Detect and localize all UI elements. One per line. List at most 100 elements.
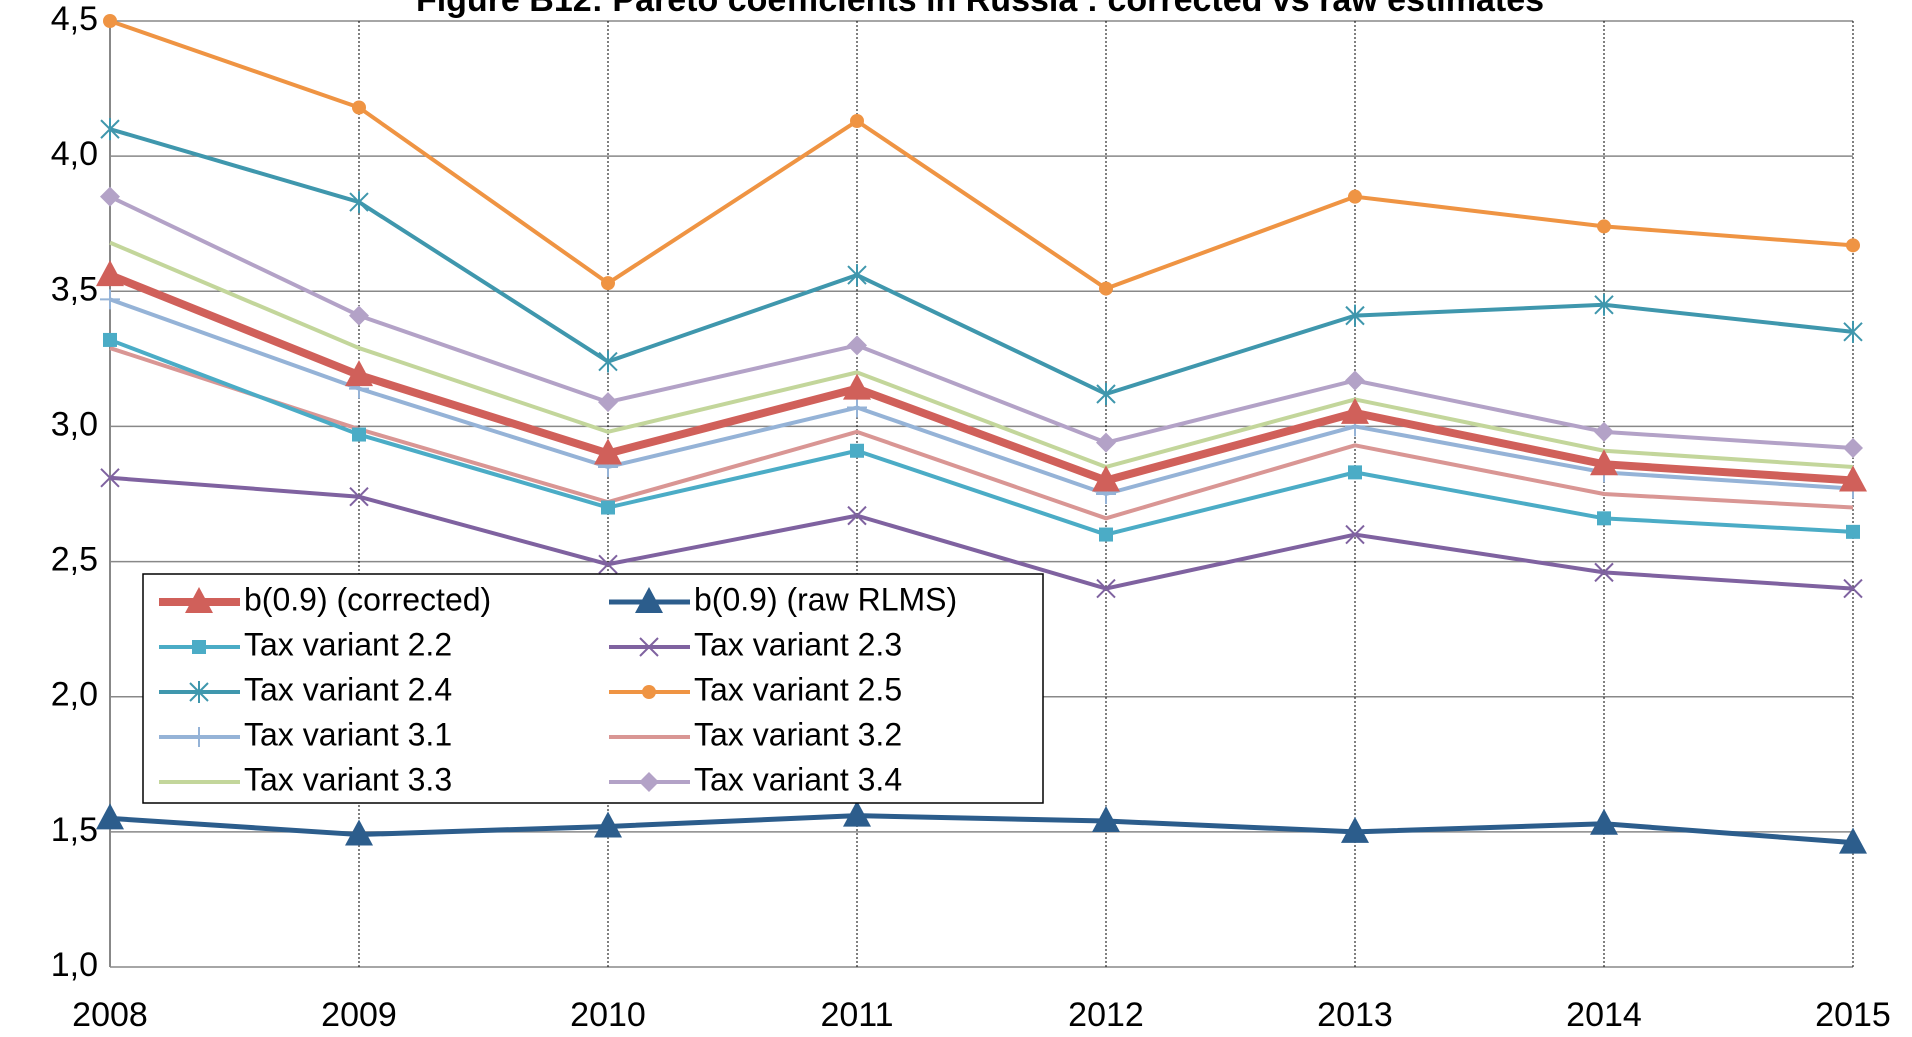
series-line [109, 338, 1854, 537]
marker [1099, 281, 1113, 296]
marker [100, 289, 120, 310]
marker [850, 443, 864, 458]
legend-label: Tax variant 2.4 [244, 671, 452, 707]
chart-title: Figure B12: Pareto coefficients in Russi… [416, 0, 1544, 19]
y-tick-label: 1,5 [51, 811, 98, 849]
x-tick-label: 2014 [1566, 996, 1642, 1034]
marker [1096, 432, 1116, 453]
marker [1345, 524, 1365, 545]
y-tick-label: 2,5 [51, 541, 98, 579]
marker [1594, 293, 1614, 316]
series-line [109, 346, 1854, 521]
marker [1092, 806, 1120, 833]
x-tick-label: 2009 [321, 996, 397, 1034]
marker [1843, 578, 1863, 599]
marker [598, 554, 618, 574]
legend-box [142, 573, 1044, 804]
legend-label: b(0.9) (raw RLMS) [694, 581, 957, 617]
marker [192, 640, 206, 654]
y-tick-label: 4,5 [51, 0, 98, 38]
legend-label: Tax variant 3.3 [244, 761, 452, 797]
marker [349, 305, 369, 326]
marker [189, 681, 209, 703]
marker [1590, 449, 1618, 476]
y-tick-label: 3,0 [51, 405, 98, 443]
marker [349, 486, 369, 507]
marker [103, 14, 117, 28]
marker [598, 350, 618, 373]
marker [843, 800, 871, 827]
marker [349, 191, 369, 214]
series-line [109, 813, 1854, 846]
marker [601, 276, 615, 291]
marker [1594, 562, 1614, 583]
series-line [109, 127, 1854, 396]
marker [601, 500, 615, 515]
x-tick-label: 2008 [72, 996, 148, 1034]
marker [1597, 219, 1611, 234]
marker [639, 637, 659, 657]
series-line [109, 240, 1854, 469]
marker [100, 468, 120, 488]
y-tick-label: 1,0 [51, 946, 98, 984]
series-line [109, 19, 1854, 291]
series-line [109, 475, 1854, 591]
series-line [109, 297, 1854, 496]
y-tick-label: 4,0 [51, 135, 98, 173]
x-tick-label: 2015 [1815, 996, 1891, 1034]
marker [1345, 304, 1365, 327]
marker [847, 335, 867, 356]
marker [847, 397, 867, 418]
x-tick-label: 2011 [820, 996, 893, 1034]
marker [642, 685, 656, 699]
marker [189, 727, 209, 747]
marker [1843, 320, 1863, 343]
legend-label: Tax variant 3.4 [694, 761, 902, 797]
legend-label: Tax variant 3.1 [244, 716, 452, 752]
marker [1590, 808, 1618, 835]
marker [1096, 382, 1116, 405]
x-tick-label: 2013 [1317, 996, 1393, 1034]
x-tick-label: 2010 [570, 996, 646, 1034]
marker [847, 264, 867, 287]
marker [345, 819, 373, 846]
legend-label: Tax variant 2.3 [694, 626, 902, 662]
marker [100, 186, 120, 207]
marker [345, 360, 373, 387]
marker [1843, 438, 1863, 459]
marker [1341, 397, 1369, 424]
marker [1839, 465, 1867, 492]
y-tick-label: 3,5 [51, 270, 98, 308]
y-tick-label: 2,0 [51, 676, 98, 714]
marker [635, 587, 663, 613]
marker [843, 373, 871, 400]
marker [1846, 238, 1860, 253]
marker [1096, 578, 1116, 599]
marker [96, 260, 124, 287]
marker [100, 118, 120, 141]
series-line [108, 271, 1854, 485]
marker [185, 587, 213, 613]
legend-label: Tax variant 2.5 [694, 671, 902, 707]
marker [594, 438, 622, 465]
marker [352, 100, 366, 115]
marker [1597, 511, 1611, 526]
marker [1099, 527, 1113, 542]
series-line [109, 194, 1854, 451]
marker [1348, 465, 1362, 480]
marker [1345, 370, 1365, 391]
marker [352, 427, 366, 442]
marker [1092, 465, 1120, 492]
x-tick-label: 2012 [1068, 996, 1144, 1034]
legend-label: b(0.9) (corrected) [244, 581, 491, 617]
marker [1348, 189, 1362, 204]
marker [103, 332, 117, 347]
legend-label: Tax variant 3.2 [694, 716, 902, 752]
marker [96, 803, 124, 830]
marker [594, 811, 622, 838]
marker [639, 772, 659, 792]
marker [1846, 524, 1860, 539]
marker [850, 114, 864, 129]
